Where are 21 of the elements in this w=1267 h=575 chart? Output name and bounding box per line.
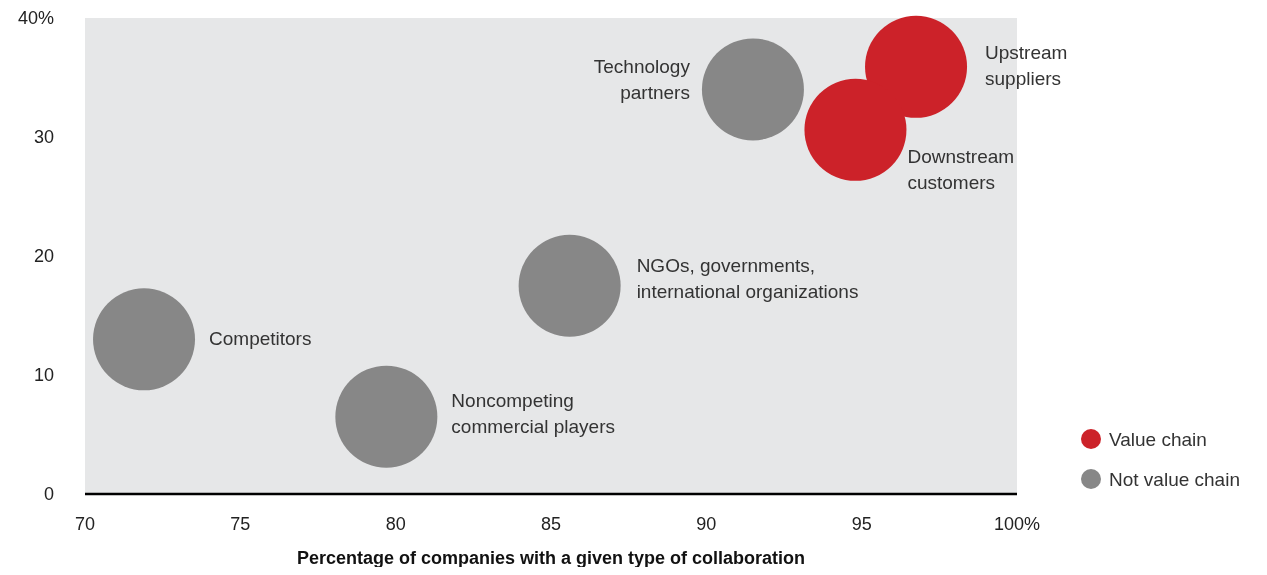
x-tick-label: 75 xyxy=(230,514,251,534)
x-tick-label: 95 xyxy=(851,514,872,534)
y-tick-label: 10 xyxy=(33,365,54,385)
annotation: Noncompeting commercial players xyxy=(451,389,615,437)
y-tick-label: 40% xyxy=(17,8,54,28)
legend-label: Not value chain xyxy=(1109,469,1240,490)
annotation: Downstream customers xyxy=(907,145,1015,193)
x-tick-label: 90 xyxy=(696,514,717,534)
annotation: Technology partners xyxy=(593,56,691,104)
annotation: NGOs, governments, international organizations xyxy=(636,254,859,302)
annotation: Upstream suppliers xyxy=(985,41,1068,89)
y-tick-label: 20 xyxy=(33,246,54,266)
legend-label: Value chain xyxy=(1109,429,1207,450)
annotation: Competitors xyxy=(209,328,312,350)
x-tick-label: 100% xyxy=(993,514,1041,534)
x-tick-label: 70 xyxy=(74,514,96,534)
y-tick-label: 30 xyxy=(33,127,54,147)
x-tick-label: 85 xyxy=(540,514,562,534)
x-axis-title: Percentage of companies with a given type of collaboration xyxy=(296,548,806,568)
y-tick-label: 0 xyxy=(43,484,54,504)
x-tick-label: 80 xyxy=(385,514,406,534)
